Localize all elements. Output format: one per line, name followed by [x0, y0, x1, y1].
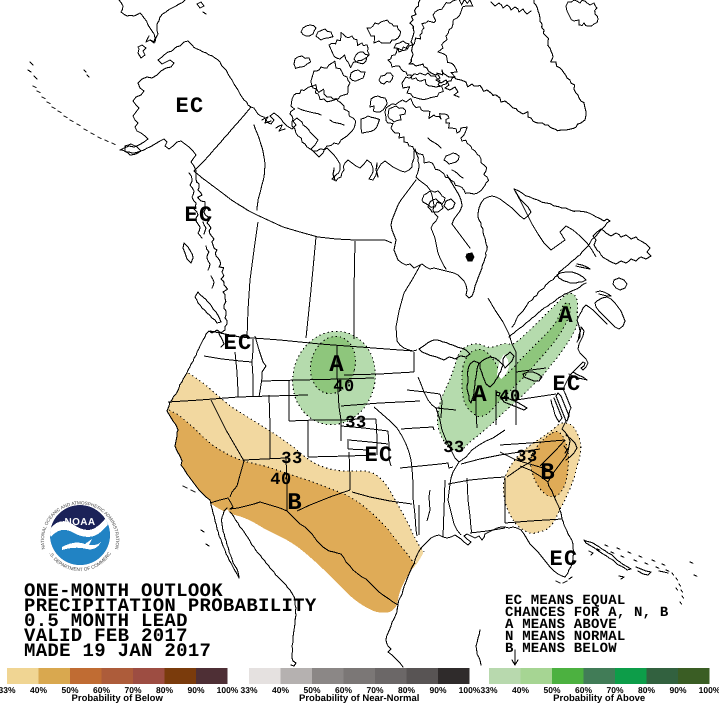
svg-text:70%: 70%	[366, 685, 383, 695]
svg-text:33%: 33%	[0, 685, 16, 695]
svg-text:33: 33	[443, 439, 464, 458]
svg-text:33: 33	[281, 450, 302, 469]
svg-text:60%: 60%	[335, 685, 352, 695]
svg-text:B: B	[287, 490, 302, 517]
svg-text:EC: EC	[223, 331, 252, 356]
svg-text:EC: EC	[549, 547, 578, 572]
svg-text:PRECIPITATION PROBABILITY: PRECIPITATION PROBABILITY	[24, 595, 317, 617]
svg-text:EC: EC	[364, 443, 393, 468]
svg-text:Probability of Below: Probability of Below	[72, 693, 164, 704]
svg-text:A: A	[472, 382, 487, 409]
svg-text:EC MEANS EQUAL: EC MEANS EQUAL	[505, 593, 625, 609]
svg-text:100%: 100%	[217, 685, 239, 695]
svg-text:B: B	[540, 460, 555, 487]
svg-text:80%: 80%	[398, 685, 415, 695]
svg-text:33: 33	[516, 448, 537, 467]
svg-text:33%: 33%	[480, 685, 497, 695]
svg-text:EC: EC	[184, 203, 213, 228]
svg-text:33%: 33%	[240, 685, 257, 695]
svg-text:MADE 19 JAN 2017: MADE 19 JAN 2017	[24, 640, 211, 662]
svg-text:A MEANS ABOVE: A MEANS ABOVE	[505, 617, 617, 633]
svg-text:100%: 100%	[459, 685, 481, 695]
svg-text:100%: 100%	[699, 685, 719, 695]
svg-text:EC: EC	[552, 372, 581, 397]
svg-text:50%: 50%	[61, 685, 78, 695]
svg-text:B MEANS BELOW: B MEANS BELOW	[505, 641, 617, 657]
svg-text:EC: EC	[175, 94, 204, 119]
svg-text:VALID FEB 2017: VALID FEB 2017	[24, 625, 188, 647]
svg-text:90%: 90%	[187, 685, 204, 695]
svg-text:90%: 90%	[669, 685, 686, 695]
svg-text:NOAA: NOAA	[64, 517, 95, 528]
svg-text:70%: 70%	[124, 685, 141, 695]
svg-text:50%: 50%	[543, 685, 560, 695]
svg-text:40: 40	[499, 388, 520, 407]
svg-text:A: A	[558, 303, 573, 330]
svg-text:80%: 80%	[156, 685, 173, 695]
svg-text:60%: 60%	[93, 685, 110, 695]
svg-text:Probability of Above: Probability of Above	[553, 693, 645, 704]
svg-text:Probability of Near-Normal: Probability of Near-Normal	[299, 693, 419, 704]
svg-text:40%: 40%	[512, 685, 529, 695]
svg-text:40%: 40%	[272, 685, 289, 695]
svg-text:40: 40	[270, 471, 291, 490]
svg-text:90%: 90%	[429, 685, 446, 695]
svg-text:CHANCES FOR A, N, B: CHANCES FOR A, N, B	[505, 605, 669, 621]
svg-text:A: A	[329, 352, 344, 379]
svg-text:50%: 50%	[303, 685, 320, 695]
svg-text:40: 40	[333, 378, 354, 397]
svg-text:40%: 40%	[30, 685, 47, 695]
svg-text:80%: 80%	[638, 685, 655, 695]
svg-text:60%: 60%	[575, 685, 592, 695]
svg-text:70%: 70%	[606, 685, 623, 695]
svg-text:0.5 MONTH LEAD: 0.5 MONTH LEAD	[24, 610, 188, 632]
svg-text:ONE-MONTH OUTLOOK: ONE-MONTH OUTLOOK	[24, 580, 223, 602]
svg-text:N MEANS NORMAL: N MEANS NORMAL	[505, 629, 625, 645]
svg-text:33: 33	[345, 414, 366, 433]
